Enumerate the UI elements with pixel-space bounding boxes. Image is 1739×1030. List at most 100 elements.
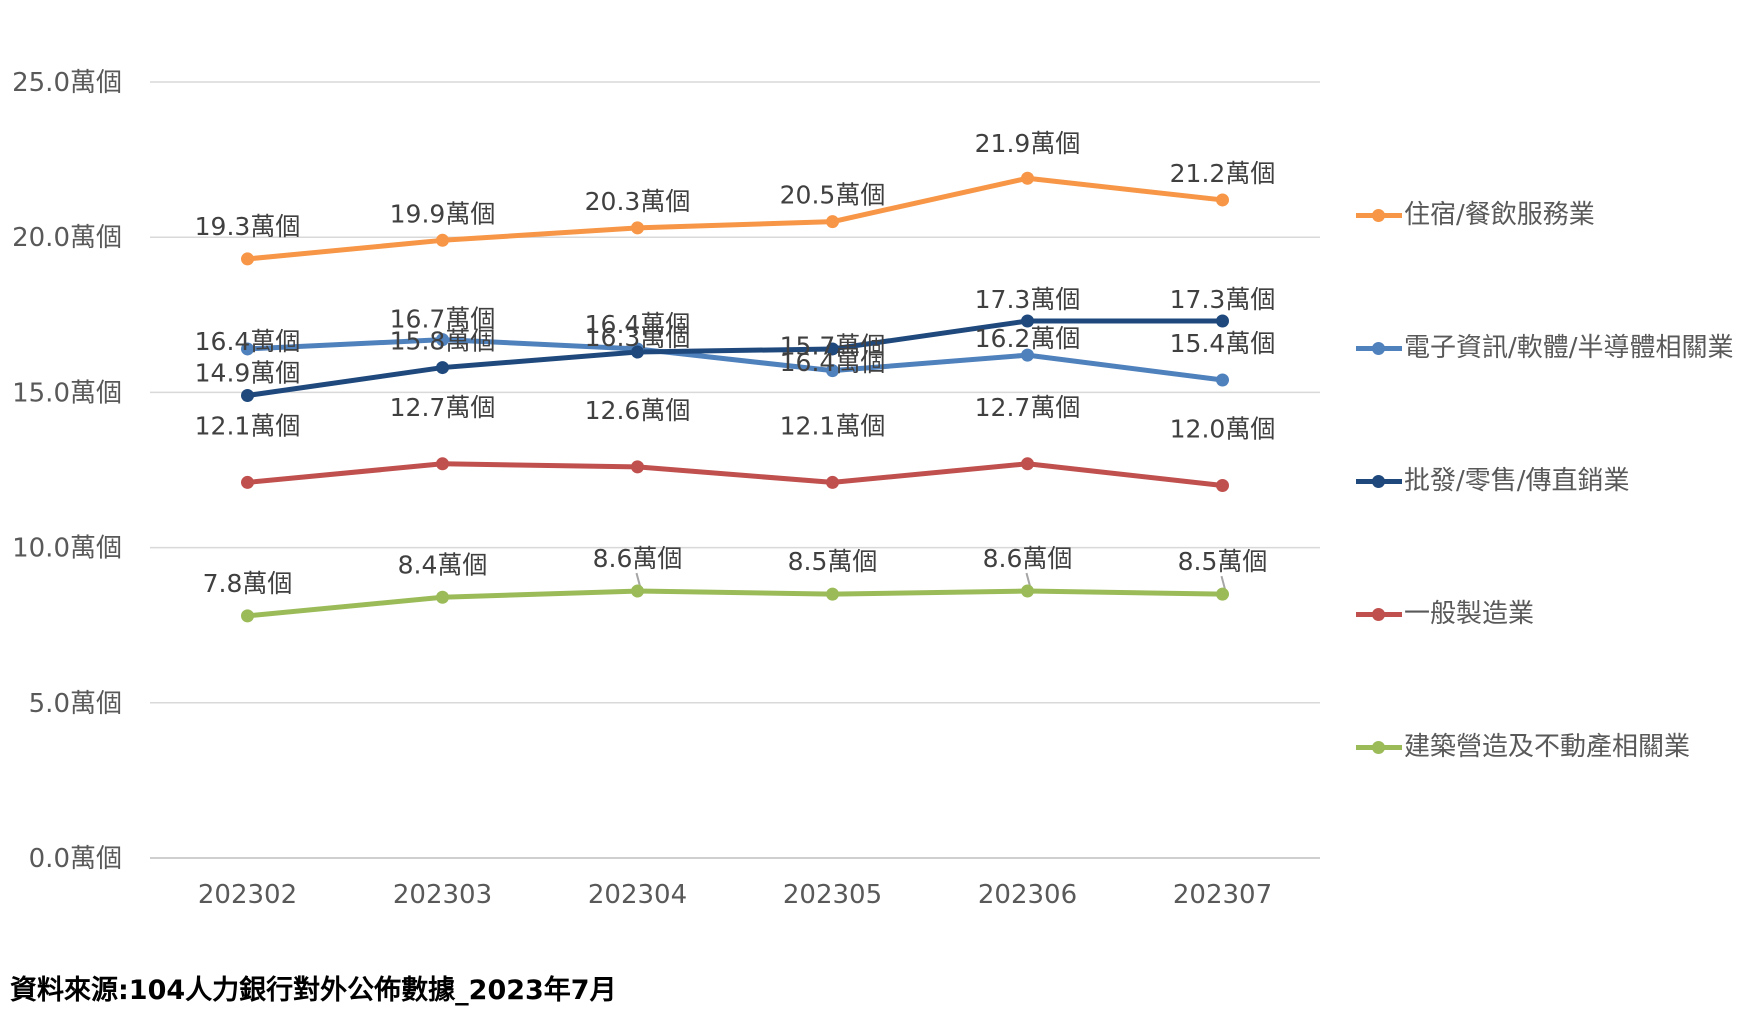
data-point-general-manufacturing-202302 (241, 475, 254, 489)
legend-line-dot-marker (1356, 208, 1402, 222)
data-point-accommodation-food-service-202305 (826, 215, 839, 229)
source-note: 資料來源:104人力銀行對外公佈數據_2023年7月 (10, 975, 617, 1006)
data-label-general-manufacturing-202302: 12.1萬個 (195, 411, 301, 440)
data-point-wholesale-retail-direct-sales-202307 (1216, 314, 1229, 328)
data-label-general-manufacturing-202307: 12.0萬個 (1170, 415, 1276, 444)
legend-item-construction-real-estate: 建築營造及不動產相關業 (1356, 730, 1690, 764)
data-label-construction-real-estate-202302: 7.8萬個 (203, 569, 293, 598)
data-point-general-manufacturing-202304 (631, 460, 644, 474)
data-point-wholesale-retail-direct-sales-202303 (436, 361, 449, 375)
data-label-wholesale-retail-direct-sales-202304: 16.3萬個 (585, 323, 691, 352)
y-axis-tick-label: 20.0萬個 (12, 223, 122, 253)
legend-line-dot-marker (1356, 474, 1402, 488)
data-point-accommodation-food-service-202307 (1216, 193, 1229, 207)
data-point-wholesale-retail-direct-sales-202304 (631, 345, 644, 359)
data-label-wholesale-retail-direct-sales-202303: 15.8萬個 (390, 327, 496, 356)
data-label-wholesale-retail-direct-sales-202306: 17.3萬個 (975, 285, 1081, 314)
data-label-electronics-software-semiconductor-202305: 15.7萬個 (780, 332, 886, 361)
y-axis-tick-label: 5.0萬個 (29, 689, 122, 719)
legend-item-accommodation-food-service: 住宿/餐飲服務業 (1356, 198, 1595, 232)
data-label-electronics-software-semiconductor-202302: 16.4萬個 (195, 327, 301, 356)
data-label-accommodation-food-service-202305: 20.5萬個 (780, 181, 886, 210)
data-point-accommodation-food-service-202306 (1021, 171, 1034, 185)
data-label-construction-real-estate-202305: 8.5萬個 (788, 547, 878, 576)
data-label-general-manufacturing-202306: 12.7萬個 (975, 393, 1081, 422)
data-point-wholesale-retail-direct-sales-202306 (1021, 314, 1034, 328)
data-label-electronics-software-semiconductor-202304: 16.4萬個 (585, 310, 691, 339)
data-label-electronics-software-semiconductor-202303: 16.7萬個 (390, 305, 496, 334)
x-axis-tick-label-202307: 202307 (1173, 880, 1272, 910)
data-point-general-manufacturing-202305 (826, 475, 839, 489)
data-point-wholesale-retail-direct-sales-202302 (241, 389, 254, 403)
data-label-accommodation-food-service-202302: 19.3萬個 (195, 212, 301, 241)
data-point-construction-real-estate-202305 (826, 587, 839, 601)
legend-label: 電子資訊/軟體/半導體相關業 (1404, 332, 1734, 363)
data-point-construction-real-estate-202306 (1021, 584, 1034, 598)
legend-label: 一般製造業 (1404, 598, 1535, 629)
data-label-accommodation-food-service-202304: 20.3萬個 (585, 187, 691, 216)
data-label-general-manufacturing-202305: 12.1萬個 (780, 411, 886, 440)
series-line-wholesale-retail-direct-sales (245, 318, 1225, 399)
data-label-construction-real-estate-202304: 8.6萬個 (593, 544, 683, 573)
data-label-construction-real-estate-202307: 8.5萬個 (1178, 547, 1268, 576)
series-line-accommodation-food-service (245, 175, 1225, 262)
data-label-accommodation-food-service-202307: 21.2萬個 (1170, 159, 1276, 188)
data-point-electronics-software-semiconductor-202306 (1021, 348, 1034, 362)
legend-item-wholesale-retail-direct-sales: 批發/零售/傳直銷業 (1356, 464, 1630, 498)
chart-legend: 住宿/餐飲服務業 電子資訊/軟體/半導體相關業 批發/零售/傳直銷業 一般製造業… (1356, 0, 1739, 900)
data-label-wholesale-retail-direct-sales-202305: 16.4萬個 (780, 348, 886, 377)
series-line-electronics-software-semiconductor (245, 337, 1225, 383)
data-point-construction-real-estate-202303 (436, 590, 449, 604)
data-point-construction-real-estate-202304 (631, 584, 644, 598)
legend-label: 建築營造及不動產相關業 (1404, 731, 1691, 762)
legend-item-electronics-software-semiconductor: 電子資訊/軟體/半導體相關業 (1356, 331, 1734, 365)
data-point-electronics-software-semiconductor-202303 (436, 333, 449, 347)
y-axis-tick-label: 15.0萬個 (12, 378, 122, 408)
data-label-construction-real-estate-202306: 8.6萬個 (983, 544, 1073, 573)
x-axis-tick-label-202302: 202302 (198, 880, 297, 910)
data-point-general-manufacturing-202307 (1216, 479, 1229, 493)
data-label-electronics-software-semiconductor-202306: 16.2萬個 (975, 324, 1081, 353)
data-label-electronics-software-semiconductor-202307: 15.4萬個 (1170, 329, 1276, 358)
series-line-general-manufacturing (245, 461, 1225, 489)
data-point-wholesale-retail-direct-sales-202305 (826, 342, 839, 356)
legend-line-dot-marker (1356, 341, 1402, 355)
legend-line-dot-marker (1356, 740, 1402, 754)
data-label-general-manufacturing-202303: 12.7萬個 (390, 393, 496, 422)
data-label-accommodation-food-service-202306: 21.9萬個 (975, 129, 1081, 158)
data-point-general-manufacturing-202306 (1021, 457, 1034, 471)
data-point-electronics-software-semiconductor-202307 (1216, 373, 1229, 387)
data-point-electronics-software-semiconductor-202305 (826, 364, 839, 378)
data-point-construction-real-estate-202302 (241, 609, 254, 623)
y-axis-tick-label: 10.0萬個 (12, 534, 122, 564)
data-label-accommodation-food-service-202303: 19.9萬個 (390, 199, 496, 228)
legend-label: 住宿/餐飲服務業 (1404, 199, 1595, 230)
legend-item-general-manufacturing: 一般製造業 (1356, 597, 1534, 631)
legend-label: 批發/零售/傳直銷業 (1404, 465, 1630, 496)
x-axis-tick-label-202306: 202306 (978, 880, 1077, 910)
data-label-wholesale-retail-direct-sales-202302: 14.9萬個 (195, 359, 301, 388)
legend-dot-icon (1372, 607, 1385, 621)
data-label-general-manufacturing-202304: 12.6萬個 (585, 396, 691, 425)
legend-dot-icon (1372, 740, 1385, 754)
legend-dot-icon (1372, 474, 1385, 488)
legend-dot-icon (1372, 341, 1385, 355)
x-axis-tick-label-202304: 202304 (588, 880, 687, 910)
y-axis-tick-label: 0.0萬個 (29, 844, 122, 874)
y-axis-tick-label: 25.0萬個 (12, 68, 122, 98)
data-label-construction-real-estate-202303: 8.4萬個 (398, 550, 488, 579)
data-point-accommodation-food-service-202304 (631, 221, 644, 235)
data-point-accommodation-food-service-202303 (436, 233, 449, 247)
legend-dot-icon (1372, 208, 1385, 222)
x-axis-tick-label-202305: 202305 (783, 880, 882, 910)
data-label-wholesale-retail-direct-sales-202307: 17.3萬個 (1170, 285, 1276, 314)
data-point-general-manufacturing-202303 (436, 457, 449, 471)
legend-line-dot-marker (1356, 607, 1402, 621)
x-axis-tick-label-202303: 202303 (393, 880, 492, 910)
series-line-construction-real-estate (245, 588, 1225, 619)
data-point-accommodation-food-service-202302 (241, 252, 254, 266)
data-point-electronics-software-semiconductor-202302 (241, 342, 254, 356)
data-point-construction-real-estate-202307 (1216, 587, 1229, 601)
